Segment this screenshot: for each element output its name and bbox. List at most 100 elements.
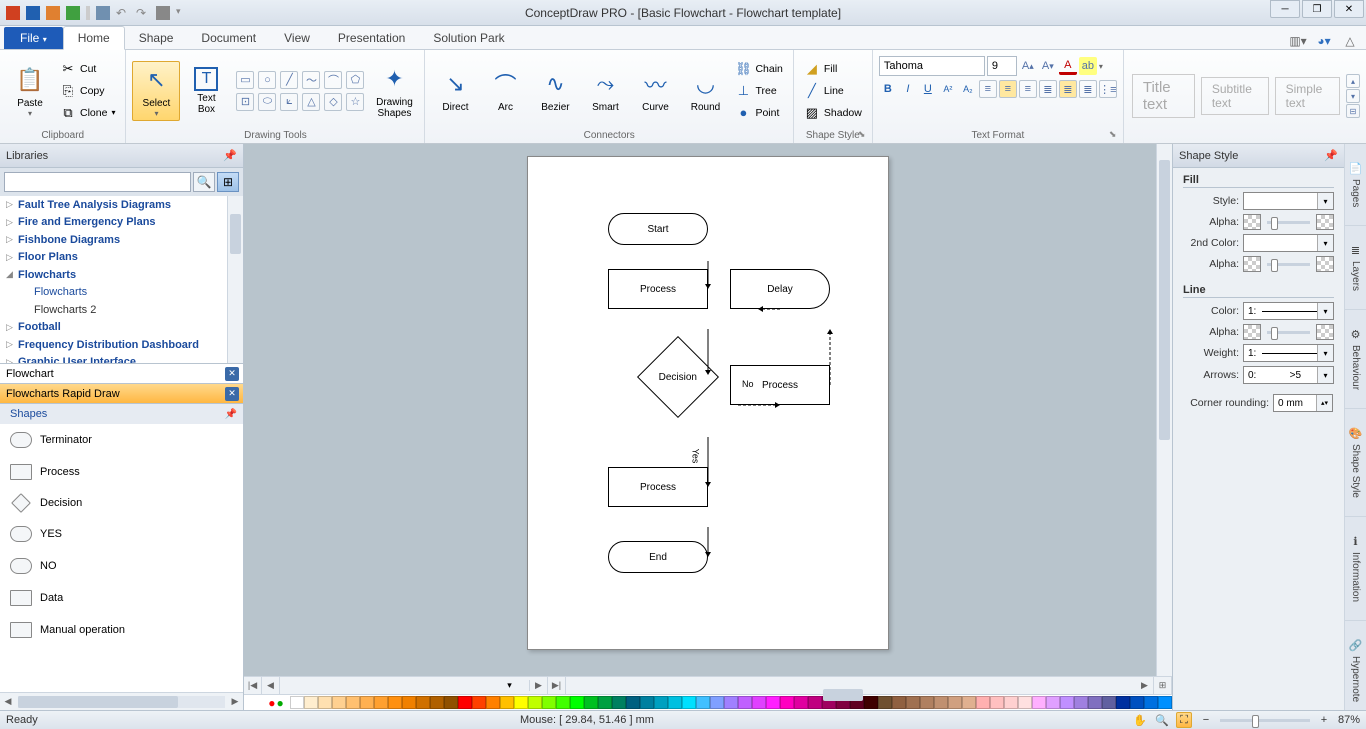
color-swatch[interactable] bbox=[724, 696, 738, 709]
style-down[interactable]: ▾ bbox=[1346, 89, 1360, 103]
color-swatch[interactable] bbox=[976, 696, 990, 709]
page-last[interactable]: ▶| bbox=[548, 677, 566, 694]
simple-style[interactable]: Simple text bbox=[1275, 77, 1340, 115]
color-swatch[interactable] bbox=[556, 696, 570, 709]
style-more[interactable]: ⊟ bbox=[1346, 104, 1360, 118]
color-swatch[interactable] bbox=[1102, 696, 1116, 709]
color-swatch[interactable] bbox=[1060, 696, 1074, 709]
color-swatch[interactable] bbox=[906, 696, 920, 709]
color-swatch[interactable] bbox=[1144, 696, 1158, 709]
tree-scrollbar[interactable] bbox=[227, 196, 243, 363]
connector-direct[interactable]: ↘Direct bbox=[431, 66, 479, 115]
color-swatch[interactable] bbox=[332, 696, 346, 709]
select-tool[interactable]: ↖ Select ▾ bbox=[132, 61, 180, 121]
line-arrows-input[interactable]: 0: >5▾ bbox=[1243, 366, 1334, 384]
color-swatch[interactable] bbox=[738, 696, 752, 709]
font-shrink[interactable]: A▾ bbox=[1039, 57, 1057, 75]
tree-item[interactable]: ▷Fishbone Diagrams bbox=[0, 231, 243, 249]
line-weight-input[interactable]: 1:▾ bbox=[1243, 344, 1334, 362]
connector-arc[interactable]: ⌒Arc bbox=[481, 66, 529, 115]
paste-button[interactable]: 📋 Paste ▾ bbox=[6, 62, 54, 120]
zoom-tool-icon[interactable]: 🔍 bbox=[1154, 712, 1170, 728]
fill-button[interactable]: ◢Fill bbox=[800, 59, 866, 79]
shape-item-terminator[interactable]: Terminator bbox=[0, 424, 243, 456]
textformat-expand[interactable]: ⬊ bbox=[1109, 129, 1121, 141]
color-swatch[interactable] bbox=[500, 696, 514, 709]
mini-arc[interactable]: ⌒ bbox=[324, 71, 342, 89]
color-swatch[interactable] bbox=[570, 696, 584, 709]
color-swatch[interactable] bbox=[696, 696, 710, 709]
color-swatch[interactable] bbox=[892, 696, 906, 709]
shadow-button[interactable]: ▨Shadow bbox=[800, 103, 866, 123]
mini-t5[interactable]: ◇ bbox=[324, 93, 342, 111]
color-swatch[interactable] bbox=[1032, 696, 1046, 709]
align-center[interactable]: ≡ bbox=[999, 80, 1017, 98]
color-swatch[interactable] bbox=[682, 696, 696, 709]
qat-icon-2[interactable] bbox=[46, 6, 60, 20]
color-swatch[interactable] bbox=[766, 696, 780, 709]
zoom-slider[interactable] bbox=[1220, 719, 1310, 722]
color-swatch[interactable] bbox=[808, 696, 822, 709]
tree-item[interactable]: ▷Graphic User Interface bbox=[0, 354, 243, 365]
tab-file[interactable]: File ▾ bbox=[4, 27, 63, 49]
color-swatch[interactable] bbox=[752, 696, 766, 709]
color-swatch[interactable] bbox=[864, 696, 878, 709]
canvas-page[interactable]: StartProcessDelayDecisionProcessProcessE… bbox=[527, 156, 889, 650]
close-lib-icon[interactable]: ✕ bbox=[225, 367, 239, 381]
bullet-list[interactable]: ⋮≡ bbox=[1099, 80, 1117, 98]
clone-button[interactable]: ⧉Clone ▾ bbox=[56, 103, 119, 123]
subtitle-style[interactable]: Subtitle text bbox=[1201, 77, 1269, 115]
superscript-button[interactable]: A² bbox=[939, 80, 957, 98]
color-swatch[interactable] bbox=[598, 696, 612, 709]
shape-item-process[interactable]: Process bbox=[0, 456, 243, 488]
point-button[interactable]: ●Point bbox=[731, 103, 786, 123]
tab-document[interactable]: Document bbox=[187, 27, 270, 49]
color-swatch[interactable] bbox=[304, 696, 318, 709]
shape-item-decision[interactable]: Decision bbox=[0, 488, 243, 518]
left-h-scroll[interactable]: ◀▶ bbox=[0, 692, 243, 710]
shapes-pin[interactable]: 📌 bbox=[225, 409, 237, 420]
qat-icon-3[interactable] bbox=[66, 6, 80, 20]
line-alpha-slider[interactable] bbox=[1267, 331, 1310, 334]
help-icon[interactable]: ◕▾ bbox=[1316, 33, 1332, 49]
font-grow[interactable]: A▴ bbox=[1019, 57, 1037, 75]
bold-button[interactable]: B bbox=[879, 80, 897, 98]
color-swatch[interactable] bbox=[1018, 696, 1032, 709]
color-swatch[interactable] bbox=[388, 696, 402, 709]
pin-icon[interactable]: 📌 bbox=[223, 149, 237, 162]
hand-tool-icon[interactable]: ✋ bbox=[1132, 712, 1148, 728]
fill-alpha2-slider[interactable] bbox=[1267, 263, 1310, 266]
color-swatch[interactable] bbox=[346, 696, 360, 709]
mini-line[interactable]: ╱ bbox=[280, 71, 298, 89]
color-swatch[interactable] bbox=[472, 696, 486, 709]
qat-more-icon[interactable]: ▾ bbox=[176, 6, 190, 20]
color-swatch[interactable] bbox=[542, 696, 556, 709]
page-config[interactable]: ⊞ bbox=[1154, 677, 1172, 694]
qat-icon-1[interactable] bbox=[26, 6, 40, 20]
hscroll-right[interactable]: ▶ bbox=[1136, 677, 1154, 694]
align-left[interactable]: ≡ bbox=[979, 80, 997, 98]
tree-item[interactable]: ▷Floor Plans bbox=[0, 249, 243, 267]
color-swatch[interactable] bbox=[374, 696, 388, 709]
textbox-tool[interactable]: T Text Box bbox=[182, 65, 230, 117]
color-swatch[interactable] bbox=[934, 696, 948, 709]
color-swatch[interactable] bbox=[1046, 696, 1060, 709]
line-button[interactable]: ╱Line bbox=[800, 81, 866, 101]
shapestyle-expand[interactable]: ⬊ bbox=[858, 129, 870, 141]
color-swatch[interactable] bbox=[1116, 696, 1130, 709]
page-first[interactable]: |◀ bbox=[244, 677, 262, 694]
qat-save-icon[interactable] bbox=[96, 6, 110, 20]
mini-t1[interactable]: ⊡ bbox=[236, 93, 254, 111]
align-bottom[interactable]: ≣ bbox=[1079, 80, 1097, 98]
fill-alpha2-swatch[interactable] bbox=[1243, 256, 1261, 272]
fit-tool-icon[interactable]: ⛶ bbox=[1176, 712, 1192, 728]
right-tab-shape-style[interactable]: 🎨Shape Style bbox=[1345, 409, 1366, 517]
mini-ellipse[interactable]: ○ bbox=[258, 71, 276, 89]
tab-home[interactable]: Home bbox=[63, 26, 125, 50]
mini-t3[interactable]: ⟀ bbox=[280, 93, 298, 111]
shape-item-no[interactable]: NO bbox=[0, 550, 243, 582]
tree-item[interactable]: ▷Fault Tree Analysis Diagrams bbox=[0, 196, 243, 214]
align-middle[interactable]: ≣ bbox=[1059, 80, 1077, 98]
color-swatch[interactable] bbox=[878, 696, 892, 709]
canvas-v-scroll[interactable] bbox=[1156, 144, 1172, 676]
